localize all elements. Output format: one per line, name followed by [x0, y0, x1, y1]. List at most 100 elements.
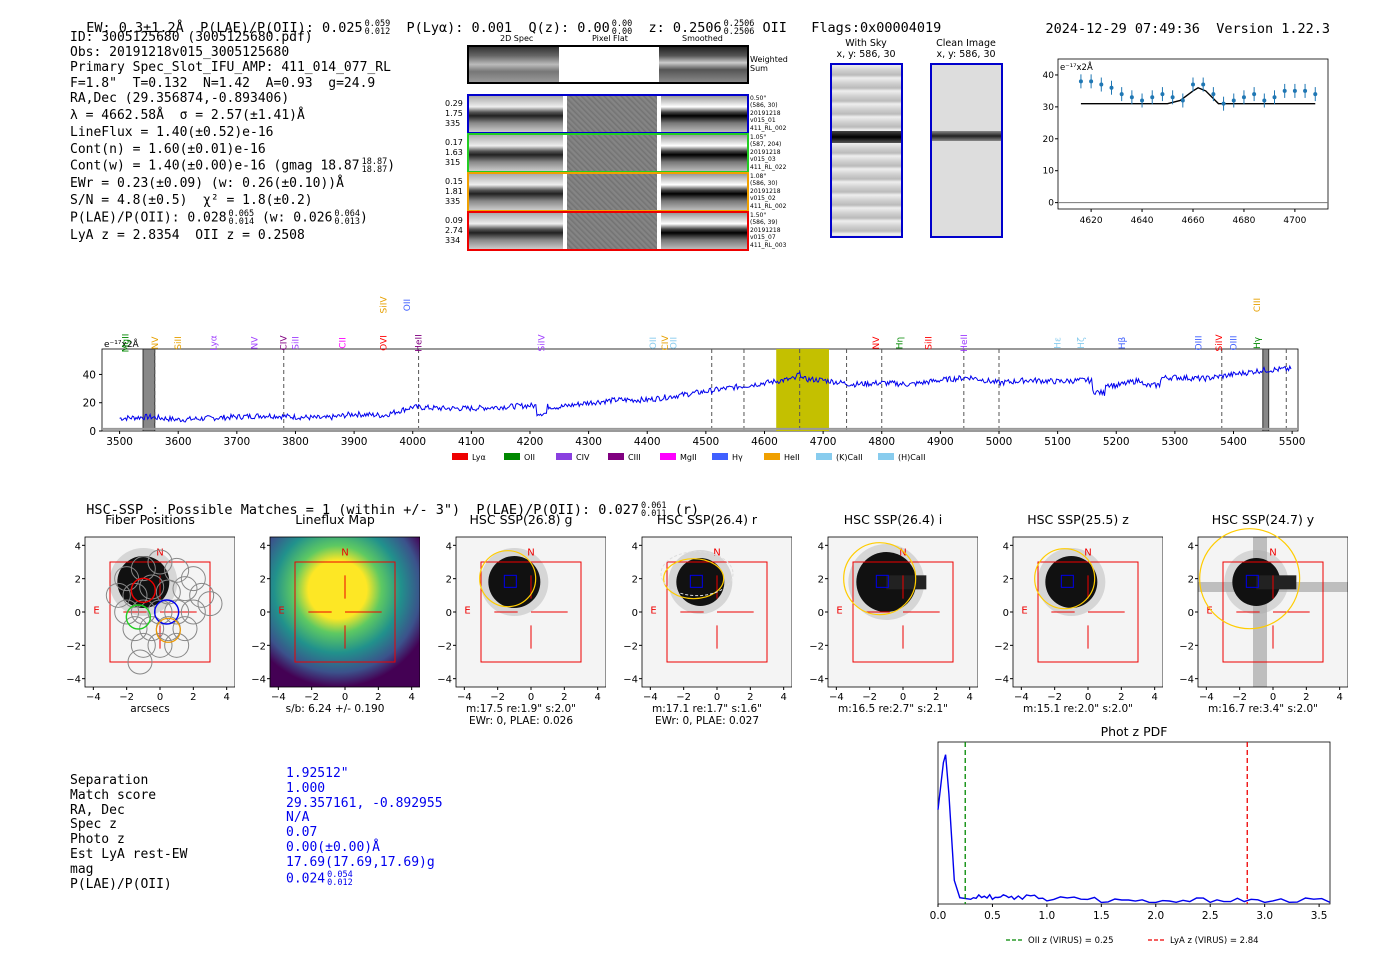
- zoom-xtick: 4680: [1232, 216, 1255, 226]
- cutout-meta-line: 1.50": [750, 212, 767, 219]
- spectrum-xtick: 4400: [634, 436, 661, 448]
- spectrum-line-label: OVI: [379, 335, 389, 351]
- hsc-panel-title: Lineflux Map: [295, 512, 375, 527]
- hsc-ytick: −2: [623, 641, 638, 652]
- spectrum-line-label: NV: [250, 336, 260, 350]
- cutout-stat: 0.09: [445, 216, 463, 225]
- aperture-box: [109, 561, 211, 663]
- hsc-xtick: 2: [1303, 692, 1309, 703]
- photz-xtick: 1.5: [1093, 910, 1110, 922]
- selected-source: [1245, 574, 1259, 588]
- hsc-ytick: 2: [260, 575, 266, 586]
- fiber-circle: [147, 632, 173, 658]
- hsc-ytick: 2: [1188, 575, 1194, 586]
- cutout-smooth: [661, 174, 747, 210]
- zoom-ytick: 20: [1043, 135, 1055, 145]
- weighted-sum-frame: [467, 45, 749, 84]
- header-flags: Flags:0x00004019: [811, 20, 942, 36]
- hsc-xtick: −2: [862, 692, 877, 703]
- cutout-row-frame: [467, 211, 749, 251]
- zoom-ylabel: e⁻¹⁷x2Å: [1060, 61, 1093, 73]
- match-label: Match score: [70, 787, 157, 803]
- info-plae-hi: 0.065: [228, 209, 255, 220]
- compass-n: N: [156, 547, 163, 558]
- hsc-panel: HSC SSP(26.4) i N E 4 2 0 −2 −4 −4 −2 0 2 4 m:16.5 re…: [808, 512, 978, 742]
- hsc-ytick: 4: [446, 541, 452, 552]
- match-separation: 1.92512": [286, 766, 349, 781]
- aperture-box: [666, 561, 768, 663]
- hsc-ytick: 0: [446, 608, 452, 619]
- spectrum-line-label: CIV: [661, 335, 671, 351]
- hsc-ytick: 4: [75, 541, 81, 552]
- clean-trace: [932, 131, 1001, 141]
- hsc-ytick: 0: [1003, 608, 1009, 619]
- hsc-xtick: 4: [594, 692, 600, 703]
- galaxy-core: [856, 552, 917, 612]
- hsc-ytick: −2: [66, 641, 81, 652]
- compass-e: E: [464, 606, 470, 617]
- hsc-xtick: 0: [528, 692, 534, 703]
- hsc-caption: s/b: 6.24 +/- 0.190: [285, 703, 385, 715]
- hsc-xtick: −2: [1232, 692, 1247, 703]
- compass-n: N: [341, 547, 348, 558]
- cutout-meta-line: (586, 39): [750, 219, 778, 227]
- spectrum-xtick: 5200: [1103, 436, 1130, 448]
- hsc-panel-plot: N E 4 2 0 −2 −4 −4 −2 0 2 4: [1179, 528, 1348, 703]
- zoom-point: [1262, 98, 1267, 103]
- weighted-label: Weighted Sum: [750, 55, 788, 73]
- photz-xtick: 1.0: [1039, 910, 1056, 922]
- match-plae-val: 0.024: [286, 871, 326, 887]
- hsc-caption: m:17.5 re:1.9" s:2.0": [466, 703, 576, 715]
- spectrum-line-label: OII: [649, 337, 659, 349]
- fiber-tertiary: [153, 599, 180, 625]
- spectrum-ytick: 40: [83, 369, 96, 381]
- cutout-2d: [469, 96, 563, 132]
- compass-e: E: [650, 606, 656, 617]
- zoom-point: [1078, 79, 1083, 84]
- info-line: λ = 4662.58Å σ = 2.57(±1.41)Å: [70, 108, 305, 124]
- header-plae-lo: 0.012: [364, 27, 391, 37]
- with-sky-xy: x, y: 586, 30: [836, 49, 896, 60]
- hsc-ytick: 4: [632, 541, 638, 552]
- hsc-ytick: −4: [809, 675, 824, 686]
- clean-title: Clean Image: [936, 38, 996, 49]
- hsc-ytick: −2: [1179, 641, 1194, 652]
- spectrum-line-label: SiIV: [379, 296, 389, 314]
- match-score: 1.000: [286, 780, 326, 796]
- fiber-circle: [180, 566, 206, 592]
- hsc-caption: m:15.1 re:2.0" s:2.0": [1023, 703, 1133, 715]
- match-label: P(LAE)/P(OII): [70, 876, 172, 892]
- spectrum-ytick: 0: [89, 426, 96, 438]
- header-plae: P(LAE)/P(OII): 0.025: [200, 20, 363, 36]
- match-labels: Separation Match score RA, Dec Spec z Photo …: [70, 773, 187, 892]
- header-plae-hi: 0.059: [364, 19, 391, 29]
- hsc-xtick: 4: [408, 692, 414, 703]
- spectrum-xtick: 5400: [1220, 436, 1247, 448]
- cutout-stat: 0.29: [445, 99, 463, 108]
- hsc-ytick: −2: [251, 641, 266, 652]
- hsc-ytick: 0: [75, 608, 81, 619]
- info-plae-text: P(LAE)/P(OII): 0.028: [70, 210, 227, 226]
- col-2d-spec: 2D Spec: [500, 34, 534, 43]
- hsc-caption-2: EWr: 0, PLAE: 0.027: [654, 715, 760, 727]
- galaxy-core: [1045, 556, 1098, 608]
- clean-image: [930, 63, 1003, 238]
- sum-text: Sum: [750, 64, 768, 73]
- hsc-caption: m:16.7 re:3.4" s:2.0": [1208, 703, 1318, 715]
- spectrum-line-label: CIV: [280, 335, 290, 351]
- photz-line: [937, 754, 1331, 904]
- fiber-circle: [180, 599, 206, 625]
- spectrum-line-label: Hε: [1054, 337, 1064, 349]
- zoom-point: [1160, 92, 1165, 97]
- hsc-xtick: 4: [1336, 692, 1342, 703]
- cutout-meta-line: (587, 204): [750, 141, 782, 149]
- hsc-xtick: 0: [900, 692, 906, 703]
- photz-title: Phot z PDF: [1101, 724, 1168, 739]
- hsc-ytick: 0: [260, 608, 266, 619]
- zoom-plot: 40 30 20 10 0 4620 4640 4660 4680 4700 e⁻¹⁷x2Å: [1043, 58, 1329, 226]
- header-z-hi: 0.2506: [723, 19, 755, 29]
- compass-e: E: [93, 606, 99, 617]
- compass-n: N: [1269, 547, 1276, 558]
- photz-plot: Phot z PDF 0.0 0.5 1.0 1.5 2.0 2.5 3.0 3.5 OII z …: [930, 724, 1331, 946]
- spectrum-line-label: SiII: [925, 336, 935, 350]
